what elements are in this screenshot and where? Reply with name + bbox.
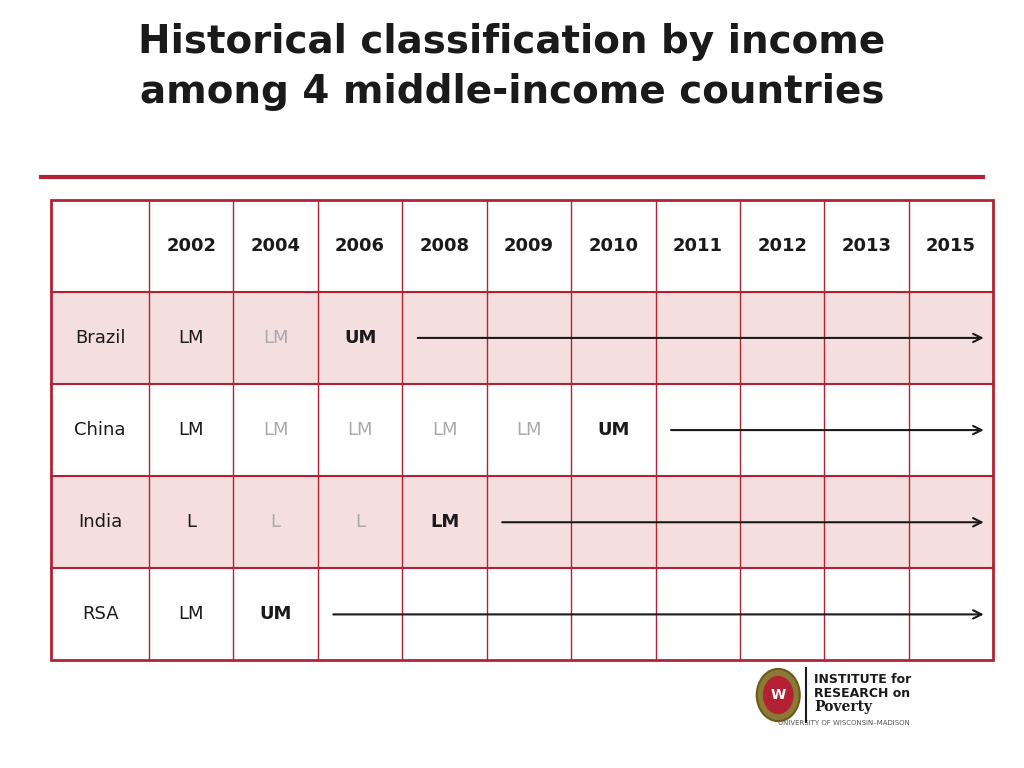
Text: 2010: 2010 — [589, 237, 638, 255]
Text: LM: LM — [263, 329, 289, 347]
Text: 2011: 2011 — [673, 237, 723, 255]
Text: LM: LM — [347, 421, 373, 439]
Text: LM: LM — [178, 605, 204, 624]
Text: LM: LM — [263, 421, 289, 439]
Ellipse shape — [757, 669, 800, 721]
Text: 2008: 2008 — [420, 237, 470, 255]
Text: W: W — [771, 688, 785, 702]
Text: 2012: 2012 — [757, 237, 807, 255]
Text: LM: LM — [430, 513, 459, 531]
Text: LM: LM — [178, 421, 204, 439]
Text: Poverty: Poverty — [814, 700, 872, 714]
Text: 2006: 2006 — [335, 237, 385, 255]
Text: LM: LM — [516, 421, 542, 439]
Text: RESEARCH on: RESEARCH on — [814, 687, 910, 700]
Text: LM: LM — [178, 329, 204, 347]
Text: UM: UM — [597, 421, 630, 439]
Text: 2015: 2015 — [926, 237, 976, 255]
Text: L: L — [355, 513, 366, 531]
Text: 2009: 2009 — [504, 237, 554, 255]
Bar — [51, 476, 993, 568]
Text: 2002: 2002 — [166, 237, 216, 255]
Text: L: L — [270, 513, 281, 531]
Bar — [51, 292, 993, 384]
Text: 2013: 2013 — [842, 237, 892, 255]
Text: L: L — [186, 513, 197, 531]
Text: Historical classification by income
among 4 middle-income countries: Historical classification by income amon… — [138, 23, 886, 111]
Text: India: India — [78, 513, 122, 531]
Text: INSTITUTE for: INSTITUTE for — [814, 674, 911, 686]
Text: RSA: RSA — [82, 605, 119, 624]
Text: UM: UM — [344, 329, 376, 347]
Text: UNIVERSITY OF WISCONSIN–MADISON: UNIVERSITY OF WISCONSIN–MADISON — [778, 720, 910, 726]
Text: UM: UM — [259, 605, 292, 624]
Text: 2004: 2004 — [251, 237, 301, 255]
Text: Brazil: Brazil — [75, 329, 125, 347]
Ellipse shape — [763, 676, 794, 714]
Text: LM: LM — [432, 421, 458, 439]
Text: China: China — [75, 421, 126, 439]
Bar — [51, 200, 993, 660]
